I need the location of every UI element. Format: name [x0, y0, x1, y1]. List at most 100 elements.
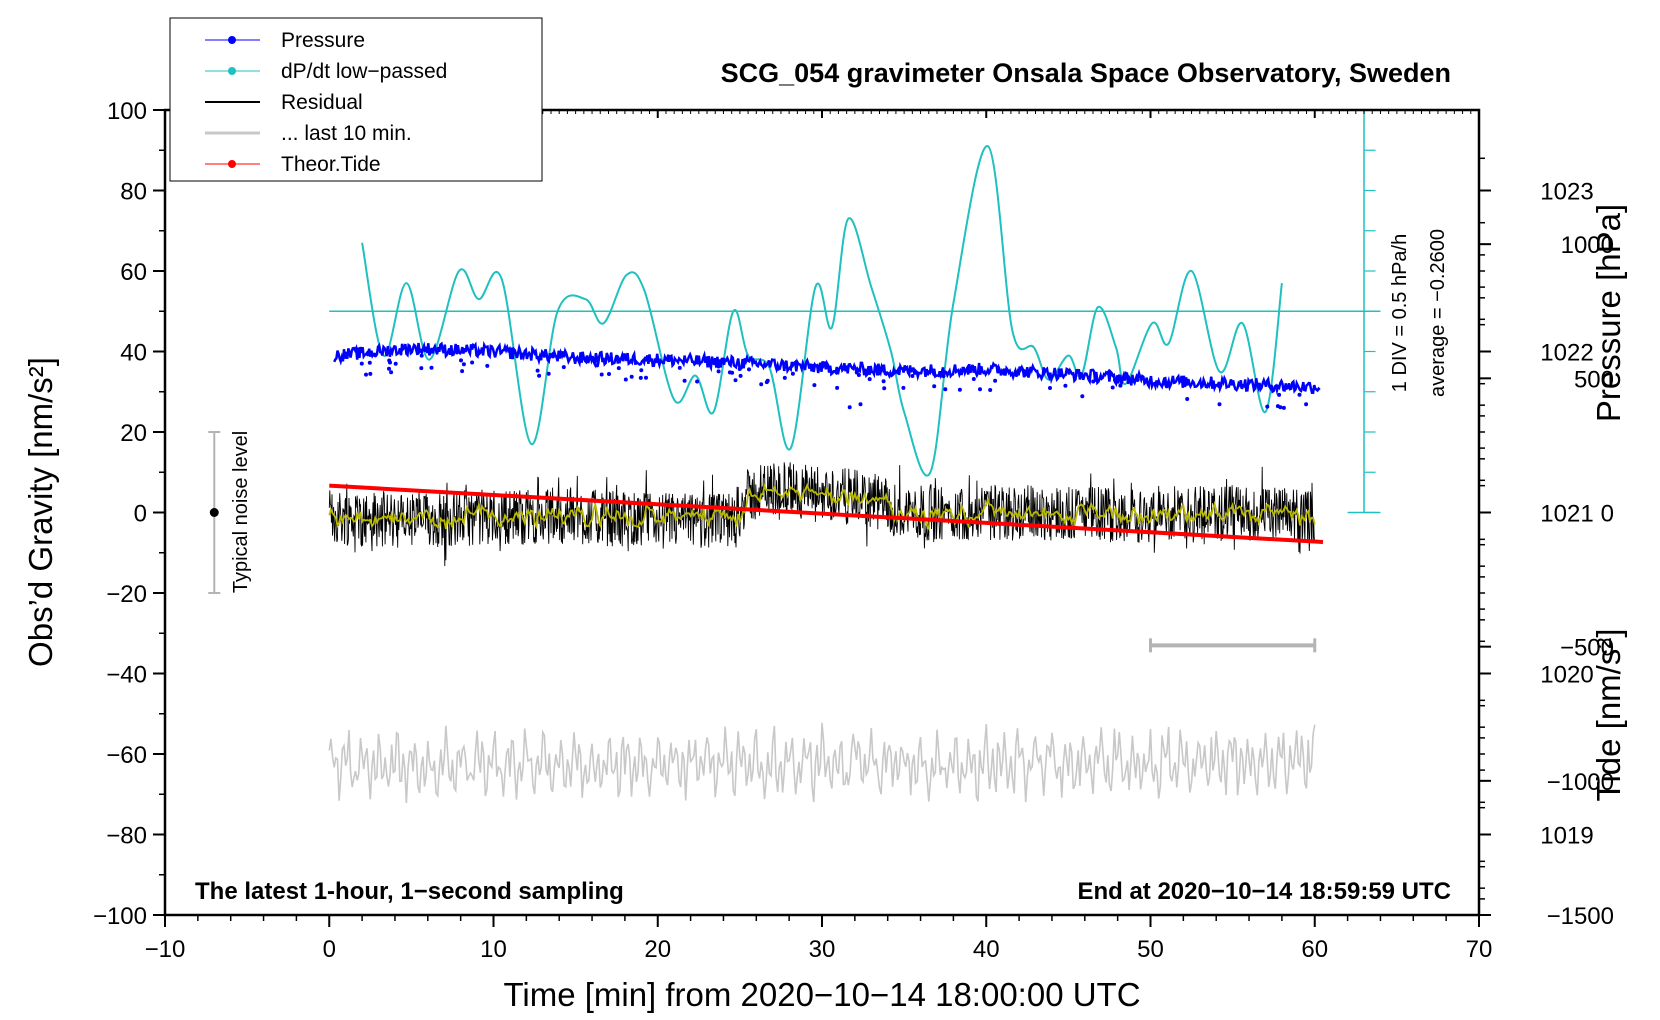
pressure-point: [1164, 384, 1169, 389]
y-tick-label-1: 80: [120, 179, 147, 206]
pressure-point: [858, 402, 863, 407]
series-last10: [328, 722, 1316, 804]
pressure-point: [835, 385, 840, 390]
pressure-point: [978, 387, 982, 392]
y-tick-label-6: −20: [106, 581, 147, 608]
x-tick-label-4: 30: [809, 936, 836, 963]
pressure-tick-label-3: 1020: [1540, 662, 1593, 689]
tide-tick-label-2: 0: [1601, 501, 1614, 528]
x-tick-label-8: 70: [1466, 936, 1493, 963]
pressure-point: [1048, 386, 1052, 390]
x-tick-label-0: −10: [145, 936, 186, 963]
pressure-point: [599, 372, 604, 377]
y-tick-label-9: −80: [106, 823, 147, 850]
pressure-point: [782, 375, 787, 380]
legend: Pressure dP/dt low−passed Residual ... last…: [169, 17, 543, 182]
pressure-point: [1135, 378, 1140, 382]
pressure-point: [623, 377, 628, 382]
pressure-point: [910, 374, 915, 378]
pressure-point: [876, 371, 881, 376]
legend-label-1: dP/dt low−passed: [281, 60, 447, 83]
pressure-point: [644, 375, 648, 380]
pressure-tick-label-0: 1023: [1540, 179, 1593, 206]
pressure-point: [359, 361, 364, 366]
pressure-point: [387, 366, 391, 371]
y-tick-label-7: −40: [106, 662, 147, 689]
y-tick-label-2: 60: [120, 259, 147, 286]
pressure-point: [847, 405, 852, 410]
x-tick-label-1: 0: [323, 936, 336, 963]
pressure-point: [763, 363, 768, 368]
pressure-point: [639, 368, 644, 373]
y-tick-label-8: −60: [106, 742, 147, 769]
pressure-point: [607, 372, 611, 376]
pressure-point: [595, 363, 600, 368]
legend-label-2: Residual: [281, 91, 363, 114]
series-pressure: [333, 340, 1321, 396]
series-residual: [328, 462, 1316, 567]
div-scale-label: 1 DIV = 0.5 hPa/h: [1389, 234, 1411, 392]
y-tick-label-4: 20: [120, 420, 147, 447]
pressure-point: [943, 387, 948, 392]
pressure-point: [389, 370, 394, 375]
pressure-point: [1091, 379, 1096, 384]
x-tick-label-5: 40: [973, 936, 1000, 963]
pressure-point: [988, 388, 993, 392]
pressure-point: [460, 369, 465, 374]
pressure-point: [867, 377, 872, 382]
pressure-point: [682, 378, 687, 383]
pressure-point: [429, 365, 434, 370]
pressure-tick-label-2: 1021: [1540, 501, 1593, 528]
pressure-point: [738, 373, 743, 378]
y-axis-title-gravity: Obs’d Gravity [nm/s²]: [22, 357, 59, 667]
pressure-point: [856, 373, 861, 377]
pressure-point: [993, 378, 998, 383]
legend-swatch-dot-0: [228, 36, 236, 44]
tide-tick-label-5: −1500: [1547, 903, 1614, 930]
pressure-point: [957, 387, 962, 392]
noise-bar-center: [209, 508, 219, 517]
legend-label-4: Theor.Tide: [281, 153, 381, 176]
chart-title: SCG_054 gravimeter Onsala Space Observat…: [721, 58, 1451, 88]
y-tick-label-0: 100: [107, 98, 147, 125]
pressure-point: [561, 365, 566, 370]
pressure-point: [368, 371, 373, 376]
tide-tick-label-1: 500: [1574, 366, 1614, 393]
y-tick-label-5: 0: [134, 501, 147, 528]
pressure-point: [387, 358, 392, 363]
pressure-point: [461, 362, 466, 367]
pressure-point: [546, 371, 551, 376]
pressure-point: [759, 382, 764, 387]
x-tick-label-7: 60: [1301, 936, 1328, 963]
pressure-point: [882, 386, 887, 391]
pressure-point: [638, 375, 643, 380]
average-label: average = −0.2600: [1427, 229, 1449, 397]
pressure-point: [812, 383, 817, 388]
pressure-point: [1265, 404, 1270, 409]
pressure-point: [459, 358, 463, 363]
pressure-point: [367, 360, 372, 365]
pressure-point: [629, 374, 634, 379]
pressure-point: [737, 367, 742, 371]
pressure-point: [1110, 385, 1115, 390]
pressure-point: [470, 360, 475, 365]
pressure-tick-label-4: 1019: [1540, 823, 1593, 850]
y-axis-title-tide: Tide [nm/s²]: [1590, 629, 1627, 802]
pressure-point: [1281, 405, 1286, 410]
pressure-point: [881, 379, 886, 384]
pressure-point: [1162, 381, 1167, 386]
legend-label-3: ... last 10 min.: [281, 122, 412, 145]
pressure-point: [790, 371, 795, 376]
pressure-point: [373, 353, 378, 358]
end-time-note: End at 2020−10−14 18:59:59 UTC: [1077, 878, 1451, 905]
pressure-point: [941, 369, 945, 374]
tide-tick-label-3: −500: [1560, 635, 1614, 662]
pressure-point: [1277, 392, 1282, 397]
legend-swatch-dot-1: [228, 67, 236, 75]
pressure-point: [971, 377, 976, 381]
pressure-point: [583, 356, 588, 361]
pressure-point: [419, 366, 424, 371]
pressure-point: [535, 368, 540, 373]
series-theor-tide: [329, 483, 1324, 545]
